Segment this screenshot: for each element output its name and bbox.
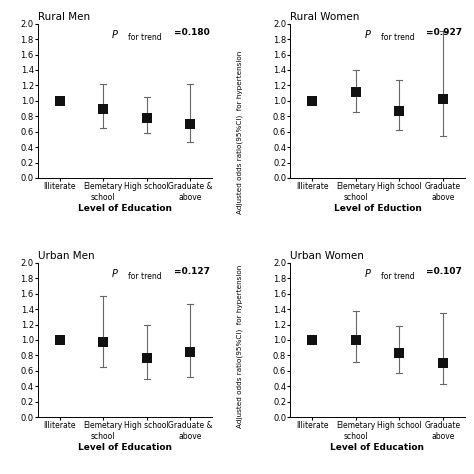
Text: Adjusted odds ratio(95%CI)  for hypertension: Adjusted odds ratio(95%CI) for hypertens… [236,264,243,428]
Text: Urban Men: Urban Men [38,251,94,261]
X-axis label: Level of Education: Level of Education [78,444,172,453]
Point [309,97,316,105]
Text: Urban Women: Urban Women [291,251,365,261]
Point [352,336,359,344]
Text: Rural Men: Rural Men [38,11,90,21]
Point [439,95,447,103]
Point [186,348,194,356]
Text: =0.927: =0.927 [426,28,462,37]
Point [395,349,403,357]
Point [100,105,107,112]
Text: $\it{P}$: $\it{P}$ [111,28,119,40]
X-axis label: Level of Education: Level of Education [330,444,424,453]
Point [143,354,151,362]
Text: =0.107: =0.107 [426,267,462,276]
Point [186,120,194,128]
Point [100,338,107,346]
Text: for trend: for trend [381,272,415,281]
Text: for trend: for trend [128,33,162,42]
Point [56,336,64,344]
Point [352,88,359,95]
X-axis label: Level of Education: Level of Education [78,204,172,213]
Text: Rural Women: Rural Women [291,11,360,21]
Point [395,107,403,115]
Text: $\it{P}$: $\it{P}$ [111,267,119,280]
Text: Adjusted odds ratio(95%CI)  for hypertension: Adjusted odds ratio(95%CI) for hypertens… [236,51,243,214]
Point [439,359,447,367]
Text: =0.180: =0.180 [174,28,210,37]
Text: =0.127: =0.127 [174,267,210,276]
Text: for trend: for trend [381,33,415,42]
Text: for trend: for trend [128,272,162,281]
Point [56,97,64,105]
X-axis label: Level of Eduction: Level of Eduction [334,204,421,213]
Point [309,336,316,344]
Text: $\it{P}$: $\it{P}$ [364,28,372,40]
Point [143,114,151,122]
Text: $\it{P}$: $\it{P}$ [364,267,372,280]
